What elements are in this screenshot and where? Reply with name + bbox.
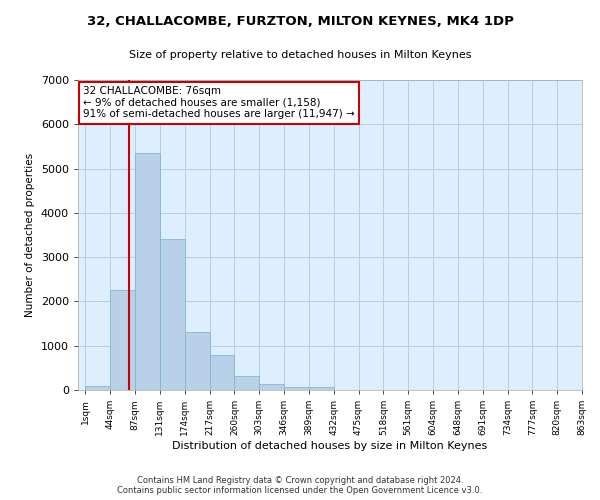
Bar bbox=[185, 332, 209, 390]
Text: 32 CHALLACOMBE: 76sqm
← 9% of detached houses are smaller (1,158)
91% of semi-de: 32 CHALLACOMBE: 76sqm ← 9% of detached h… bbox=[83, 86, 355, 120]
Bar bbox=[209, 354, 235, 390]
Text: 32, CHALLACOMBE, FURZTON, MILTON KEYNES, MK4 1DP: 32, CHALLACOMBE, FURZTON, MILTON KEYNES,… bbox=[86, 15, 514, 28]
Bar bbox=[85, 386, 110, 390]
Bar bbox=[160, 240, 185, 390]
Bar bbox=[309, 388, 334, 390]
Bar bbox=[284, 388, 309, 390]
X-axis label: Distribution of detached houses by size in Milton Keynes: Distribution of detached houses by size … bbox=[172, 441, 488, 451]
Text: Contains HM Land Registry data © Crown copyright and database right 2024.
Contai: Contains HM Land Registry data © Crown c… bbox=[118, 476, 482, 495]
Bar bbox=[135, 153, 160, 390]
Bar bbox=[235, 376, 259, 390]
Y-axis label: Number of detached properties: Number of detached properties bbox=[25, 153, 35, 317]
Bar bbox=[259, 384, 284, 390]
Text: Size of property relative to detached houses in Milton Keynes: Size of property relative to detached ho… bbox=[129, 50, 471, 60]
Bar bbox=[110, 290, 135, 390]
